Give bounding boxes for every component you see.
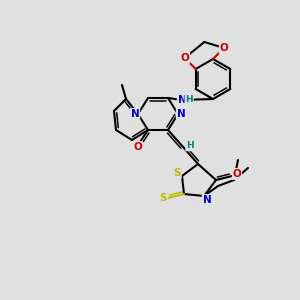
Text: H: H	[185, 95, 193, 104]
Text: O: O	[232, 169, 242, 179]
Text: N: N	[178, 95, 186, 105]
Text: N: N	[178, 95, 186, 105]
Text: O: O	[220, 43, 228, 53]
Text: N: N	[130, 109, 140, 119]
Text: N: N	[202, 195, 211, 205]
Text: O: O	[220, 43, 228, 53]
Text: H: H	[186, 142, 194, 151]
Text: O: O	[180, 53, 189, 63]
Text: S: S	[173, 168, 181, 178]
Text: N: N	[177, 109, 185, 119]
Text: H: H	[186, 142, 194, 151]
Text: N: N	[130, 109, 140, 119]
Text: N: N	[202, 195, 211, 205]
Text: O: O	[232, 169, 242, 179]
Text: H: H	[185, 95, 193, 104]
Text: S: S	[159, 193, 167, 203]
Text: S: S	[159, 193, 167, 203]
Text: O: O	[180, 53, 189, 63]
Text: N: N	[177, 109, 185, 119]
Text: O: O	[134, 142, 142, 152]
Text: O: O	[134, 142, 142, 152]
Text: S: S	[173, 168, 181, 178]
